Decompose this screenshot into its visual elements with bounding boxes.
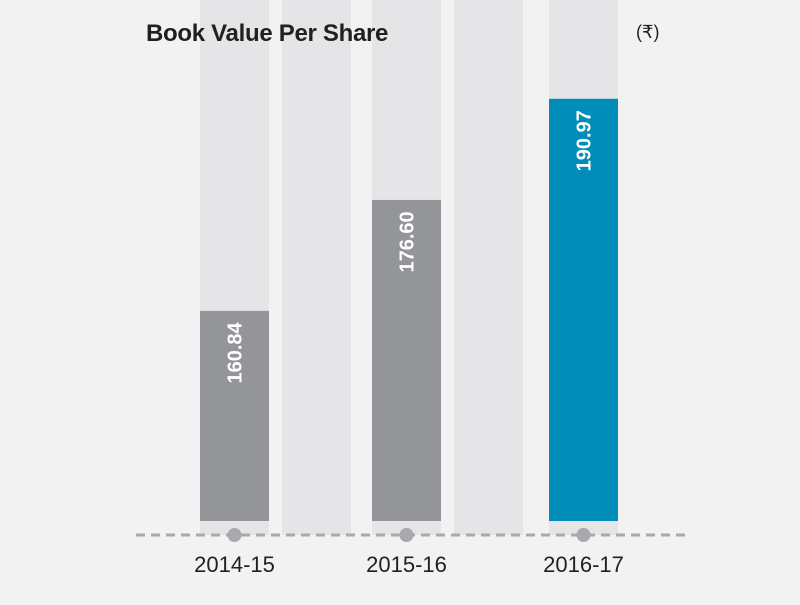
axis-marker-2016-17 — [576, 528, 591, 542]
x-tick-label: 2014-15 — [194, 552, 275, 577]
bar-2015-16 — [372, 199, 441, 521]
chart-title: Book Value Per Share — [146, 20, 389, 47]
bar-value-label: 190.97 — [574, 110, 596, 171]
unit-label: (₹) — [636, 22, 660, 42]
x-tick-label: 2016-17 — [543, 552, 624, 577]
bar-2016-17 — [549, 98, 618, 522]
gap-track-2 — [454, 0, 523, 535]
axis-marker-2015-16 — [399, 528, 414, 542]
bar-2014-15 — [200, 310, 269, 521]
x-tick-label: 2015-16 — [366, 552, 447, 577]
axis-marker-2014-15 — [227, 528, 242, 542]
bar-value-label: 176.60 — [397, 211, 419, 272]
bar-value-label: 160.84 — [225, 321, 247, 383]
gap-track-1 — [282, 0, 351, 535]
